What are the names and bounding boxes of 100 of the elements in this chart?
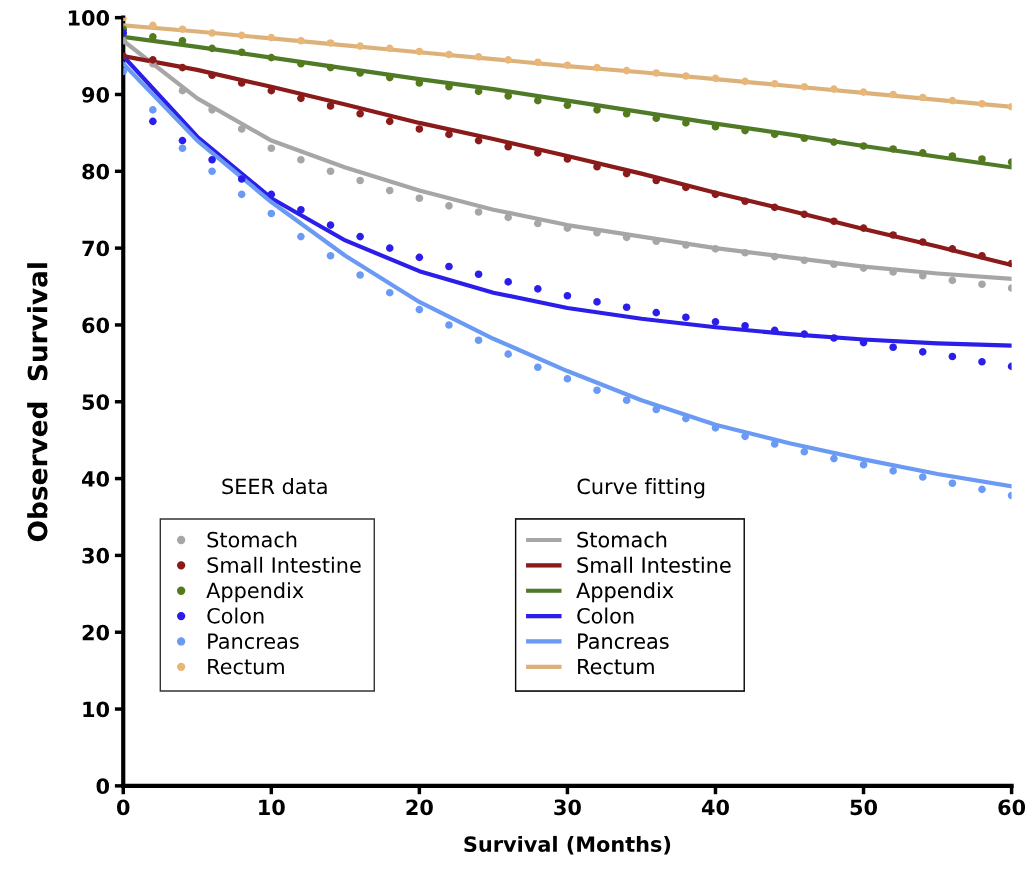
point [178,136,187,145]
point [593,386,601,395]
point [948,152,957,160]
point [474,136,483,145]
point [534,219,542,228]
point [830,260,838,269]
point [474,53,483,61]
point [474,336,483,345]
point [534,363,542,371]
y-tick-label: 50 [82,394,110,410]
point [682,241,690,249]
point [326,252,335,260]
legend-label: Appendix [576,582,674,603]
point [297,232,305,241]
point [711,318,720,326]
y-tick-label: 80 [82,163,110,180]
point [356,176,364,185]
point [830,334,838,342]
legend-label: Rectum [578,658,654,675]
point [208,71,216,80]
point [918,149,927,157]
point [622,303,631,312]
y-tick-label: 70 [82,240,110,257]
point [415,79,424,87]
point [918,348,927,356]
y-axis-title: Observed Survival [27,263,48,542]
point [356,109,364,118]
point [741,197,749,206]
legend-label: Rectum [208,658,284,675]
annotation: SEER data [222,478,327,495]
point [356,271,364,279]
point [415,125,424,133]
point [326,63,335,72]
point [267,190,276,199]
legend-label: Colon [207,607,264,624]
point [593,298,601,306]
legend-label: Pancreas [578,633,669,650]
point [889,467,897,475]
point [267,144,276,153]
x-tick-label: 0 [116,799,130,816]
point [830,138,838,146]
point [889,90,897,99]
point [622,66,631,75]
point [948,352,957,361]
point [178,63,187,72]
point [504,350,512,358]
point [682,72,690,80]
point [149,117,157,126]
point [859,460,868,469]
point [178,25,187,33]
point [385,44,394,53]
point [237,190,246,199]
point [978,358,986,366]
point [859,88,868,96]
point [356,232,364,241]
point [178,36,187,45]
x-tick-label: 50 [850,799,878,816]
point [711,122,720,131]
point [445,202,453,210]
point [563,101,572,110]
point [800,330,809,338]
point [208,106,216,114]
point [267,33,276,42]
point [800,447,809,456]
point [770,252,779,261]
annotation: Curve fitting [577,478,705,499]
point [326,221,335,229]
point [356,69,364,77]
point [297,59,305,68]
point [297,94,305,103]
legend-label: Appendix [206,582,304,603]
point [297,205,305,214]
y-tick-label: 30 [82,547,110,564]
point [741,126,749,135]
point [859,264,868,272]
point [356,42,364,50]
point [504,56,512,64]
legend-label: Colon [577,607,634,624]
y-tick-label: 60 [82,317,110,334]
point [445,83,453,91]
point [534,96,542,105]
point [800,256,809,265]
point [149,106,157,114]
point [504,278,512,286]
point [830,454,838,463]
point [711,190,720,199]
point [593,106,601,114]
point [859,224,868,232]
point [149,33,157,41]
point [622,396,631,405]
point [385,73,394,82]
point [770,440,779,448]
x-tick-label: 20 [406,799,433,816]
point [385,117,394,126]
point [149,56,157,64]
point [948,245,957,253]
line-series [123,23,1012,109]
point [237,175,246,183]
point [237,31,246,40]
point [978,252,986,260]
